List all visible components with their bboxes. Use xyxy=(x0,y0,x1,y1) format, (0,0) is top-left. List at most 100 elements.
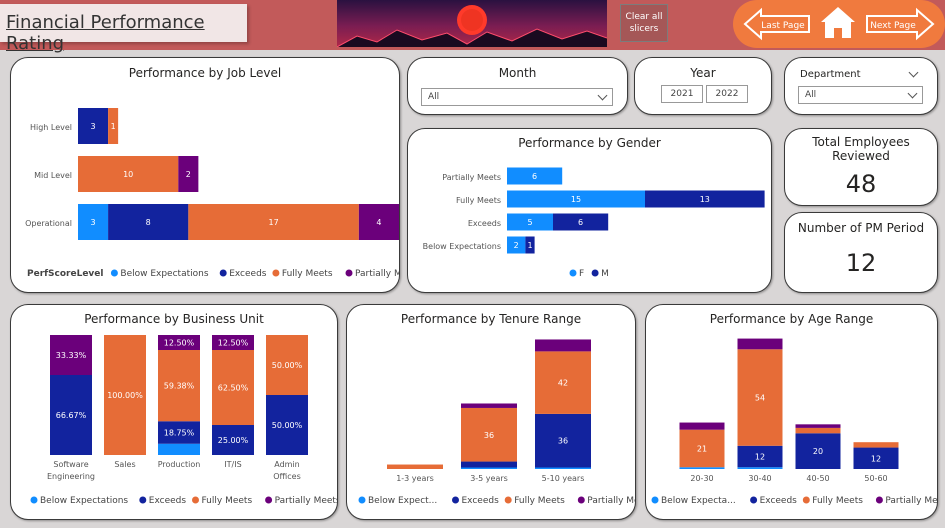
home-icon[interactable] xyxy=(821,7,855,38)
legend-item-m[interactable]: M xyxy=(601,269,609,279)
bar-5-10-years-fully-meets[interactable] xyxy=(535,351,591,414)
data-label-5-10-years-fully-meets: 42 xyxy=(558,379,568,388)
clear-slicers-button[interactable]: Clear all slicers xyxy=(620,4,668,42)
legend-item-f[interactable]: F xyxy=(579,269,584,279)
month-dropdown[interactable]: All xyxy=(421,88,613,106)
legend-item-exceeds[interactable]: Exceeds xyxy=(462,496,500,506)
bar-5-10-years-below-expectations[interactable] xyxy=(535,467,591,469)
bar-30-40-partially-meets[interactable] xyxy=(737,338,783,350)
bar-production-fully-meets[interactable] xyxy=(158,350,200,422)
bar-operational-partially-meets[interactable] xyxy=(358,204,399,240)
bar-40-50-exceeds[interactable] xyxy=(795,433,841,469)
legend-item-exceeds[interactable]: Exceeds xyxy=(229,269,267,279)
legend-item-partially-meets[interactable]: Partially Meets xyxy=(355,269,399,279)
bar-1-3-years-fully-meets[interactable] xyxy=(387,464,443,469)
bar-sales-fully-meets[interactable] xyxy=(104,335,146,455)
bar-5-10-years-exceeds[interactable] xyxy=(535,413,591,468)
axis-label-1-3-years: 1-3 years xyxy=(396,474,434,483)
bar-3-5-years-below-expectations[interactable] xyxy=(461,467,517,469)
bar-3-5-years-exceeds[interactable] xyxy=(461,461,517,468)
chevron-down-icon[interactable] xyxy=(908,67,919,78)
legend-item-fully-meets[interactable]: Fully Meets xyxy=(812,496,863,506)
last-page-label: Last Page xyxy=(761,21,805,31)
legend-item-partially-meets[interactable]: Partially Meets xyxy=(885,496,937,506)
bar-operational-below-expectations[interactable] xyxy=(78,204,109,240)
banner-image xyxy=(337,0,607,47)
bar-20-30-partially-meets[interactable] xyxy=(679,422,725,430)
bar-exceeds-f[interactable] xyxy=(507,213,553,231)
next-page-label: Next Page xyxy=(870,21,916,31)
legend-item-below-expecta[interactable]: Below Expecta... xyxy=(661,496,736,506)
legend-item-below-expectations[interactable]: Below Expectations xyxy=(40,496,128,506)
bar-30-40-below-expectations[interactable] xyxy=(737,467,783,469)
bar-production-exceeds[interactable] xyxy=(158,421,200,444)
legend-marker-m xyxy=(591,269,599,277)
bar-production-partially-meets[interactable] xyxy=(158,335,200,350)
legend-item-fully-meets[interactable]: Fully Meets xyxy=(282,269,333,279)
legend-item-exceeds[interactable]: Exceeds xyxy=(149,496,187,506)
chevron-down-icon xyxy=(597,90,608,101)
bar-5-10-years-partially-meets[interactable] xyxy=(535,339,591,352)
data-label-sales-fully-meets: 100.00% xyxy=(107,391,143,400)
last-page-button[interactable]: Last Page xyxy=(743,7,810,41)
data-label-it-is-partially-meets: 12.50% xyxy=(218,339,249,348)
bar-production-below-expectations[interactable] xyxy=(158,443,200,455)
bar-40-50-partially-meets[interactable] xyxy=(795,424,841,428)
axis-label-admin-offices: Offices xyxy=(273,472,301,481)
data-label-exceeds-m: 6 xyxy=(578,218,583,227)
bar-it-is-partially-meets[interactable] xyxy=(212,335,254,350)
bar-3-5-years-fully-meets[interactable] xyxy=(461,407,517,462)
bar-mid-level-fully-meets[interactable] xyxy=(78,156,179,192)
age-chart: 21 20-30 12 54 30-40 20 40-50 12 50-60 Below Expe… xyxy=(651,338,937,506)
axis-label-exceeds: Exceeds xyxy=(468,219,501,228)
legend-item-fully-meets[interactable]: Fully Meets xyxy=(202,496,253,506)
data-label-50-60-exceeds: 12 xyxy=(871,454,881,463)
year-option-2022[interactable]: 2022 xyxy=(706,85,748,103)
bar-30-40-exceeds[interactable] xyxy=(737,445,783,468)
chevron-down-icon xyxy=(907,88,918,99)
bar-software-engineering-partially-meets[interactable] xyxy=(50,335,92,375)
bar-mid-level-partially-meets[interactable] xyxy=(178,156,199,192)
next-page-button[interactable]: Next Page xyxy=(866,7,935,41)
gender-chart: Partially Meets 6 Fully Meets 15 13 Exceeds 5 6… xyxy=(423,167,765,279)
bar-20-30-fully-meets[interactable] xyxy=(679,429,725,468)
bar-software-engineering-exceeds[interactable] xyxy=(50,374,92,455)
bar-below-expectations-m[interactable] xyxy=(525,236,535,254)
legend-item-below-expectations[interactable]: Below Expectations xyxy=(120,269,208,279)
department-dropdown[interactable]: All xyxy=(798,86,923,104)
axis-label-30-40: 30-40 xyxy=(748,474,771,483)
job-level-card: Performance by Job Level High Level 3 1 Mid… xyxy=(10,57,400,293)
bar-fully-meets-m[interactable] xyxy=(645,190,765,208)
bar-admin-offices-exceeds[interactable] xyxy=(266,395,308,455)
bar-fully-meets-f[interactable] xyxy=(507,190,645,208)
year-option-2021[interactable]: 2021 xyxy=(661,85,703,103)
legend-item-partially-me[interactable]: Partially Me... xyxy=(587,496,635,506)
bar-it-is-exceeds[interactable] xyxy=(212,425,254,455)
bar-50-60-exceeds[interactable] xyxy=(853,447,899,469)
year-slicer: Year 2021 2022 xyxy=(634,57,772,115)
legend-item-below-expect[interactable]: Below Expect... xyxy=(368,496,437,506)
bar-30-40-fully-meets[interactable] xyxy=(737,349,783,446)
legend-marker-exceeds xyxy=(750,496,758,504)
bar-20-30-below-expectations[interactable] xyxy=(679,467,725,469)
legend-item-exceeds[interactable]: Exceeds xyxy=(760,496,798,506)
bar-40-50-fully-meets[interactable] xyxy=(795,427,841,434)
bar-it-is-fully-meets[interactable] xyxy=(212,350,254,425)
gender-title: Performance by Gender xyxy=(518,136,661,150)
bar-50-60-fully-meets[interactable] xyxy=(853,442,899,448)
year-slicer-title: Year xyxy=(690,66,716,80)
bar-exceeds-m[interactable] xyxy=(553,213,609,231)
bar-high-level-exceeds[interactable] xyxy=(78,108,109,144)
bar-operational-exceeds[interactable] xyxy=(108,204,189,240)
legend-marker-fully-meets xyxy=(192,496,199,504)
bar-below-expectations-f[interactable] xyxy=(507,236,526,254)
gender-card: Performance by Gender Partially Meets 6 Fu… xyxy=(407,128,772,293)
bar-partially-meets-f[interactable] xyxy=(507,167,563,185)
bar-high-level-fully-meets[interactable] xyxy=(108,108,119,144)
legend-item-partially-meets[interactable]: Partially Meets xyxy=(275,496,337,506)
legend-item-fully-meets[interactable]: Fully Meets xyxy=(514,496,565,506)
data-label-production-fully-meets: 59.38% xyxy=(164,382,195,391)
bar-admin-offices-fully-meets[interactable] xyxy=(266,335,308,395)
bar-3-5-years-partially-meets[interactable] xyxy=(461,403,517,408)
bar-operational-fully-meets[interactable] xyxy=(188,204,359,240)
